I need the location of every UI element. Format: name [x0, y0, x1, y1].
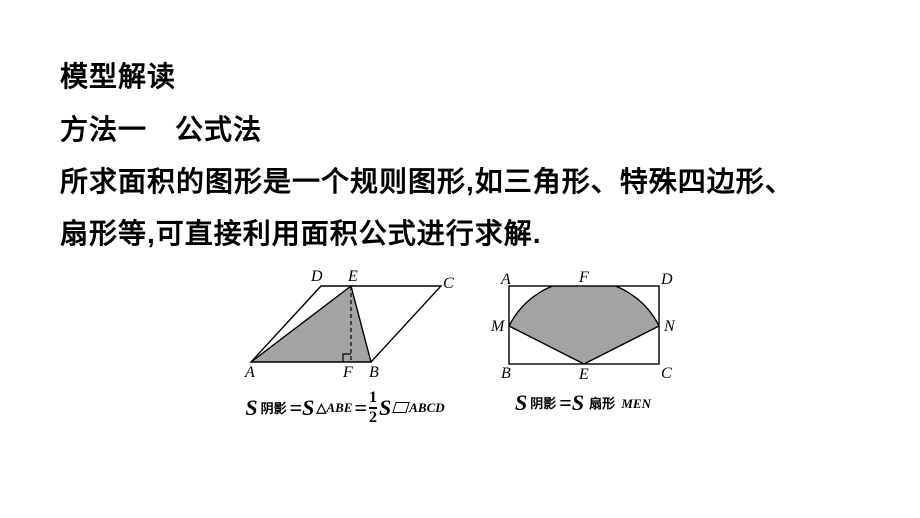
body-line-1: 所求面积的图形是一个规则图形,如三角形、特殊四边形、 [60, 156, 860, 208]
label-C: C [443, 275, 454, 292]
label-B2: B [501, 365, 511, 382]
label-A: A [244, 364, 255, 381]
method-title: 公式法 [175, 114, 262, 145]
heading-model: 模型解读 [60, 50, 860, 103]
label-D2: D [660, 271, 673, 288]
label-E2: E [578, 366, 589, 383]
label-A2: A [500, 271, 511, 288]
figures-row: A B C D E F S阴影 = S△ABE = 12 SABCD [60, 266, 860, 426]
figure-2-col: A F D M N B E C S阴影 = S扇形 MEN [479, 266, 689, 416]
slide-page: 模型解读 方法一公式法 所求面积的图形是一个规则图形,如三角形、特殊四边形、 扇… [0, 0, 920, 518]
label-F2: F [578, 269, 589, 286]
figure-1-col: A B C D E F S阴影 = S△ABE = 12 SABCD [231, 266, 461, 426]
label-D: D [310, 268, 323, 285]
formula-1: S阴影 = S△ABE = 12 SABCD [245, 390, 446, 426]
label-E: E [347, 268, 358, 285]
figure-2: A F D M N B E C [479, 266, 689, 384]
figure-1: A B C D E F [231, 266, 461, 384]
body-line-2: 扇形等,可直接利用面积公式进行求解. [60, 208, 860, 260]
method-prefix: 方法一 [60, 114, 147, 145]
label-M: M [490, 318, 506, 335]
method-line: 方法一公式法 [60, 103, 860, 156]
label-F: F [342, 364, 353, 381]
parallelogram-icon [392, 402, 410, 413]
label-N: N [663, 318, 676, 335]
formula-2: S阴影 = S扇形 MEN [515, 390, 653, 416]
label-C2: C [661, 365, 672, 382]
label-B: B [369, 364, 379, 381]
